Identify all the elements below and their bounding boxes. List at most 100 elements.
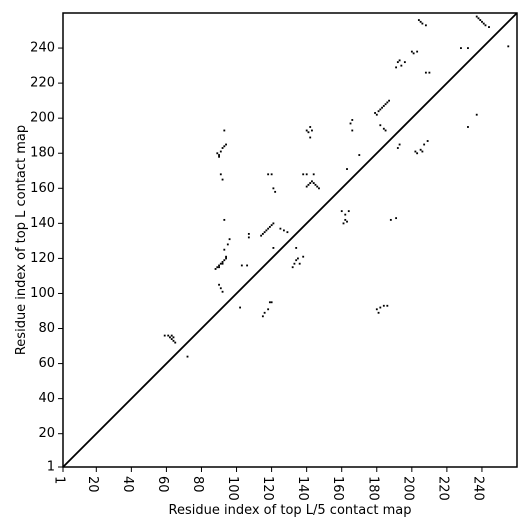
- x-tick-label: 80: [190, 476, 205, 493]
- contact-point: [302, 255, 305, 258]
- contact-point: [488, 26, 490, 28]
- contact-point: [263, 311, 266, 314]
- contact-point: [377, 311, 380, 314]
- contact-point: [460, 47, 462, 50]
- contact-point: [293, 262, 296, 265]
- contact-point: [305, 173, 308, 176]
- contact-point: [318, 187, 320, 190]
- contact-point: [270, 301, 273, 304]
- contact-point: [263, 231, 266, 234]
- y-tick-label: 100: [30, 286, 55, 301]
- contact-point: [270, 173, 273, 176]
- contact-points: [163, 15, 510, 358]
- x-axis-ticks: 1 20 40 60 80 100 120 140 160 180 200 220 240: [52, 467, 485, 501]
- contact-point: [311, 129, 313, 132]
- contact-point: [223, 259, 226, 262]
- contact-point: [167, 334, 170, 337]
- contact-point: [377, 110, 380, 113]
- contact-point: [419, 20, 422, 23]
- y-tick-label: 40: [38, 391, 55, 406]
- x-tick-label: 220: [435, 476, 450, 501]
- contact-point: [225, 143, 227, 146]
- contact-point: [268, 301, 271, 304]
- contact-point: [218, 154, 220, 156]
- contact-point: [225, 255, 227, 258]
- y-tick-label: 120: [30, 251, 55, 266]
- contact-point: [382, 105, 385, 107]
- contact-point: [410, 50, 413, 53]
- contact-point: [279, 227, 282, 230]
- x-tick-label: 100: [225, 476, 240, 501]
- contact-point: [484, 24, 487, 27]
- y-tick-label: 140: [30, 216, 55, 231]
- x-axis-title: Residue index of top L/5 contact map: [169, 503, 412, 518]
- contact-point: [309, 136, 312, 139]
- x-tick-label: 180: [365, 476, 380, 501]
- contact-point: [216, 152, 219, 155]
- contact-point: [395, 217, 398, 220]
- contact-point: [475, 15, 478, 18]
- contact-point: [477, 17, 480, 20]
- contact-point: [384, 103, 387, 106]
- contact-point: [307, 131, 310, 134]
- contact-point: [398, 143, 401, 146]
- contact-point: [219, 150, 222, 153]
- contact-point: [382, 304, 385, 307]
- contact-point: [379, 306, 382, 309]
- contact-point: [386, 304, 389, 307]
- diagonal-line: [62, 12, 518, 468]
- contact-point: [475, 113, 478, 116]
- contact-point: [219, 262, 222, 265]
- contact-point: [309, 126, 312, 128]
- contact-point: [358, 154, 361, 156]
- contact-point: [344, 218, 347, 221]
- contact-point: [379, 108, 382, 111]
- contact-point: [272, 247, 275, 249]
- contact-point: [344, 213, 347, 216]
- contact-point: [412, 52, 415, 55]
- contact-point: [286, 231, 289, 234]
- y-tick-label: 220: [30, 76, 55, 91]
- x-tick-label: 20: [85, 476, 100, 493]
- contact-point: [414, 150, 417, 153]
- contact-point: [389, 218, 392, 221]
- contact-point: [351, 119, 354, 121]
- contact-point: [221, 290, 224, 293]
- contact-point: [218, 155, 220, 158]
- contact-point: [291, 266, 294, 269]
- x-tick-label: 60: [155, 476, 170, 493]
- contact-point: [481, 20, 483, 23]
- contact-point: [223, 145, 226, 148]
- contact-point: [267, 173, 270, 176]
- contact-point: [396, 147, 399, 149]
- y-tick-label: 200: [30, 111, 55, 126]
- contact-point: [426, 140, 429, 142]
- contact-point: [403, 61, 406, 64]
- contact-point: [424, 71, 427, 74]
- contact-point: [221, 178, 224, 181]
- contact-point: [316, 185, 319, 188]
- y-tick-label: 20: [38, 426, 55, 441]
- contact-point: [346, 168, 348, 170]
- contact-point: [221, 261, 224, 263]
- contact-point: [379, 124, 382, 127]
- contact-point: [218, 266, 220, 269]
- contact-point: [216, 266, 219, 269]
- contact-point: [226, 243, 229, 246]
- contact-point: [223, 248, 226, 251]
- contact-point: [223, 218, 226, 221]
- contact-point: [305, 129, 308, 132]
- contact-point: [172, 336, 175, 339]
- contact-point: [312, 173, 315, 176]
- contact-point: [307, 183, 310, 186]
- contact-point: [172, 339, 175, 342]
- contact-point: [239, 306, 242, 309]
- x-tick-label: 1: [52, 476, 67, 484]
- contact-point: [374, 112, 376, 114]
- contact-point: [424, 24, 427, 27]
- contact-point: [218, 283, 220, 286]
- y-tick-label: 240: [30, 41, 55, 56]
- contact-point: [416, 152, 419, 155]
- contact-point: [267, 227, 270, 230]
